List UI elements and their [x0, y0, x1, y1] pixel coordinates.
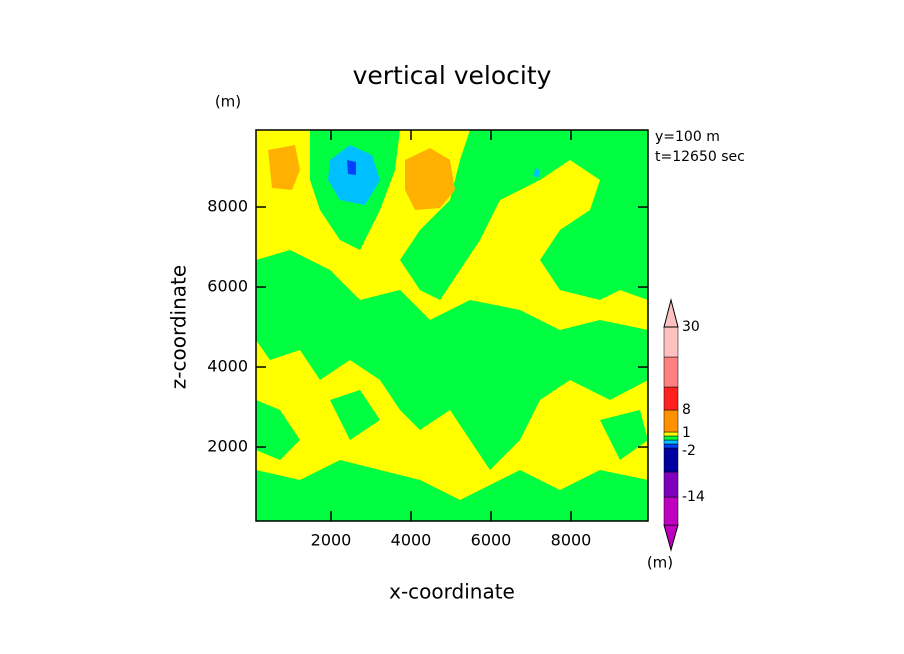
colorbar-tick-label: 1: [682, 425, 691, 441]
annotation: t=12650 sec: [655, 149, 745, 165]
colorbar-tick-label: 8: [682, 402, 691, 418]
colorbar-segment: [663, 326, 679, 358]
colorbar-segment: [663, 447, 679, 473]
colorbar-segment: [663, 386, 679, 411]
contour-field: [256, 130, 648, 521]
colorbar-segment: [663, 471, 679, 498]
y-tick-label: 6000: [207, 277, 248, 296]
colorbar-segment: [663, 439, 679, 445]
x-tick-label: 4000: [391, 531, 432, 550]
colorbar-unit: (m): [647, 554, 673, 572]
colorbar-tick-label: 30: [682, 319, 700, 335]
y-unit: (m): [215, 93, 241, 111]
colorbar-segment: [663, 409, 679, 433]
colorbar-extension: [663, 298, 679, 328]
plot-frame: [255, 129, 649, 522]
colorbar-segment: [663, 496, 679, 526]
y-tick-label: 4000: [207, 357, 248, 376]
colorbar-extension: [663, 524, 679, 552]
colorbar-segment: [663, 431, 679, 437]
y-tick-label: 2000: [207, 437, 248, 456]
annotation: y=100 m: [655, 129, 720, 145]
x-axis-label: x-coordinate: [389, 580, 515, 604]
y-tick-label: 8000: [207, 197, 248, 216]
colorbar-segment: [663, 435, 679, 441]
x-tick-label: 8000: [551, 531, 592, 550]
x-tick-label: 6000: [471, 531, 512, 550]
colorbar-segment: [663, 356, 679, 388]
y-axis-label: z-coordinate: [167, 265, 191, 389]
colorbar-tick-label: -2: [682, 443, 696, 459]
chart-title: vertical velocity: [353, 61, 552, 90]
colorbar-tick-label: -14: [682, 489, 705, 505]
x-tick-label: 2000: [311, 531, 352, 550]
colorbar-segment: [663, 443, 679, 449]
